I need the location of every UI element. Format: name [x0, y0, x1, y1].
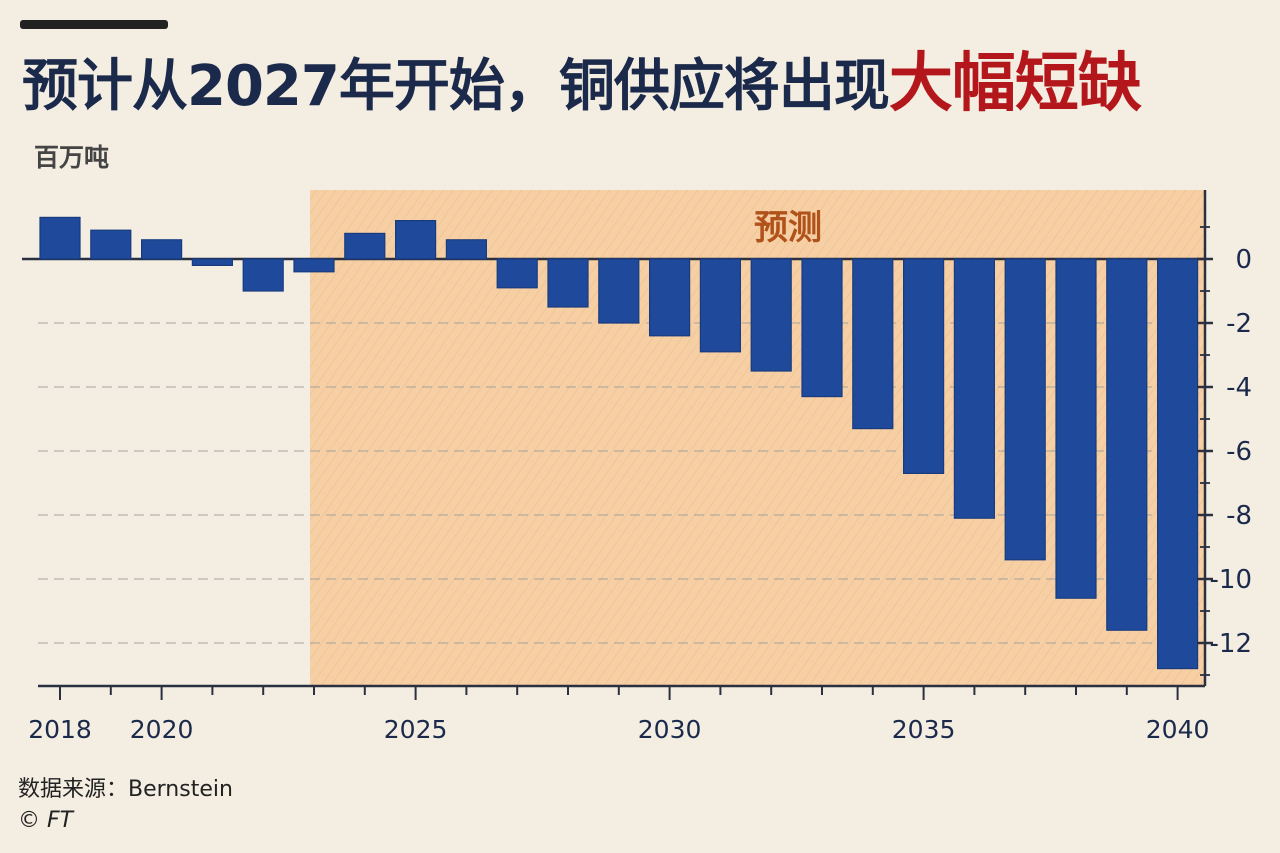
y-tick-label: -4 — [1226, 373, 1252, 403]
bar-2023 — [293, 258, 335, 273]
x-tick-label-2025: 2025 — [384, 715, 448, 744]
bar-2026 — [445, 239, 487, 260]
bar-2027 — [496, 258, 538, 289]
x-tick-label-2020: 2020 — [130, 715, 194, 744]
y-tick-label: 0 — [1235, 245, 1252, 275]
bar-2019 — [90, 229, 132, 260]
bar-2034 — [852, 258, 894, 430]
source-note: 数据来源：Bernstein — [18, 777, 233, 802]
x-tick-label-2030: 2030 — [638, 715, 702, 744]
bar-2036 — [953, 258, 996, 519]
title-highlight: 大幅短缺 — [888, 47, 1142, 121]
forecast-label: 预测 — [754, 208, 822, 248]
bar-2032 — [750, 258, 792, 372]
chart-title: 预计从2027年开始，铜供应将出现大幅短缺 — [22, 38, 1142, 130]
x-tick-label-2040: 2040 — [1146, 715, 1210, 744]
title-main: 预计从2027年开始，铜供应将出现 — [22, 54, 890, 119]
y-tick-label: -2 — [1226, 309, 1252, 339]
top-accent-bar — [20, 20, 168, 29]
bar-2039 — [1106, 258, 1148, 631]
x-tick-label-2018: 2018 — [28, 715, 92, 744]
bar-2021 — [191, 258, 233, 267]
bar-2020 — [141, 239, 183, 260]
bar-2018 — [39, 216, 81, 260]
bar-2025 — [395, 220, 437, 260]
y-tick-label: -6 — [1226, 437, 1252, 467]
bar-2038 — [1055, 258, 1097, 599]
bar-2029 — [598, 258, 640, 324]
bar-2031 — [699, 258, 742, 353]
x-tick-label-2035: 2035 — [892, 715, 956, 744]
bar-2040 — [1156, 258, 1199, 670]
bar-2033 — [801, 258, 843, 398]
bar-2022 — [242, 258, 284, 292]
bar-2028 — [547, 258, 589, 308]
y-axis-unit: 百万吨 — [34, 143, 110, 172]
y-tick-label: -10 — [1210, 565, 1252, 595]
bar-2037 — [1004, 258, 1046, 561]
bar-2035 — [902, 258, 945, 474]
y-tick-label: -12 — [1210, 629, 1252, 659]
copyright-note: © FT — [18, 808, 74, 833]
bar-2024 — [344, 232, 386, 260]
y-tick-label: -8 — [1226, 501, 1252, 531]
bar-2030 — [648, 258, 691, 337]
